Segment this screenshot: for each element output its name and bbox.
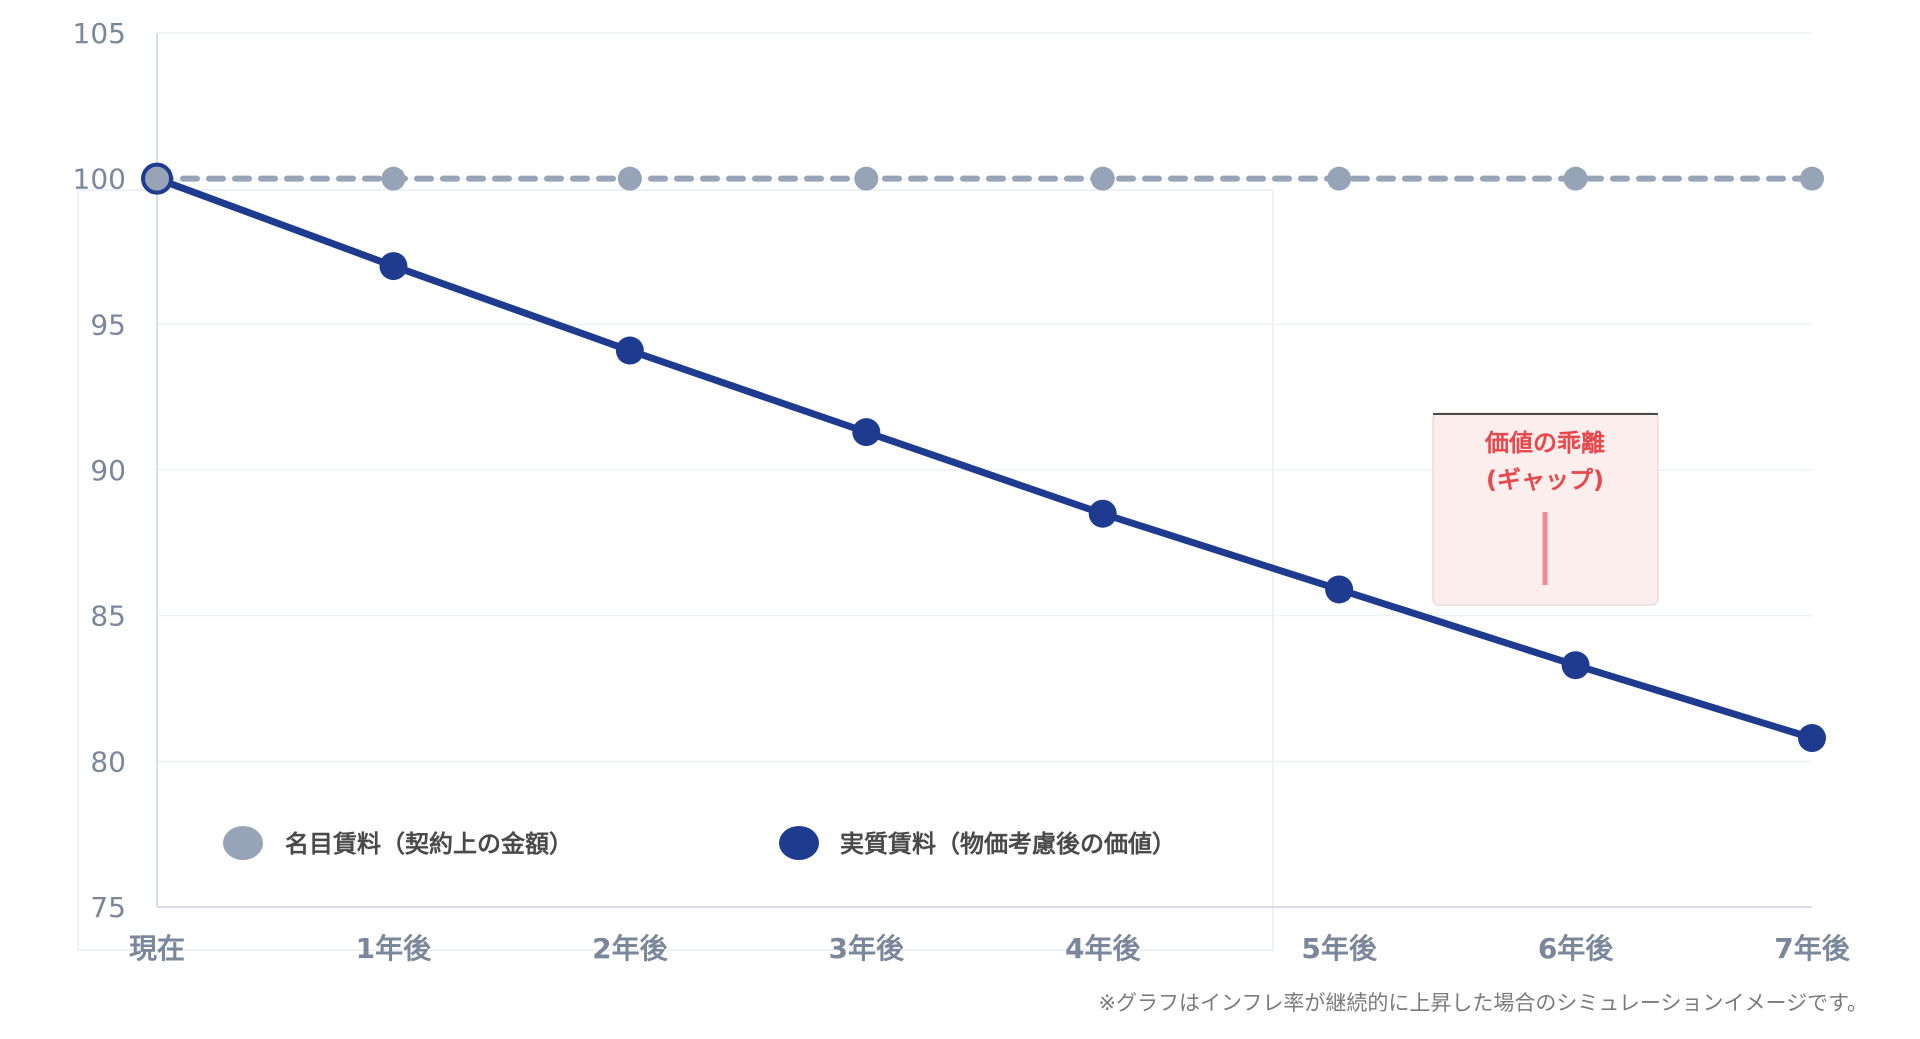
footnote: ※グラフはインフレ率が継続的に上昇した場合のシミュレーションイメージです。 xyxy=(1098,991,1868,1015)
series-1-point-1 xyxy=(379,252,408,281)
series-1-point-7 xyxy=(1798,724,1826,753)
series-1-point-3 xyxy=(852,418,881,447)
series-0-point-4 xyxy=(1090,166,1115,191)
legend-marker-nominal xyxy=(223,826,263,860)
series-lines xyxy=(153,175,1816,742)
x-tick-label-5: 5年後 xyxy=(1301,932,1377,965)
series-0-point-2 xyxy=(617,166,642,191)
x-tick-label-3: 3年後 xyxy=(829,932,905,965)
x-tick-label-1: 1年後 xyxy=(356,932,432,965)
x-tick-label-2: 2年後 xyxy=(592,932,668,965)
axes: 75 80 85 90 95 100 105 現在 1年後 2年後 3年後 4年後 5年後 6年後 7年後 xyxy=(73,17,1851,965)
legend-marker-real xyxy=(779,826,819,860)
series-line-1 xyxy=(153,175,1816,742)
x-tick-label-7: 7年後 xyxy=(1774,932,1850,965)
series-0-point-1 xyxy=(381,166,406,191)
y-tick-label-75: 75 xyxy=(90,891,126,924)
legend-label-nominal: 名目賃料（契約上の金額） xyxy=(285,830,573,858)
y-tick-label-90: 90 xyxy=(90,454,126,487)
gap-annotation: 価値の乖離 (ギャップ) xyxy=(1432,412,1659,606)
y-tick-label-100: 100 xyxy=(73,163,126,196)
series-0-point-5 xyxy=(1327,166,1352,191)
series-1-point-6 xyxy=(1561,651,1590,680)
series-0-point-7 xyxy=(1800,166,1824,191)
series-1-point-4 xyxy=(1088,499,1117,528)
series-1-point-2 xyxy=(615,336,644,365)
series-0-point-3 xyxy=(854,166,879,191)
y-tick-label-80: 80 xyxy=(90,745,126,778)
x-tick-label-0: 現在 xyxy=(129,932,185,965)
gap-annotation-line-2: (ギャップ) xyxy=(1486,466,1604,494)
legend: 名目賃料（契約上の金額） 実質賃料（物価考慮後の価値） xyxy=(223,826,1176,860)
x-tick-label-6: 6年後 xyxy=(1538,932,1614,965)
legend-label-real: 実質賃料（物価考慮後の価値） xyxy=(840,830,1176,858)
series-1-point-5 xyxy=(1325,575,1354,604)
x-tick-label-4: 4年後 xyxy=(1065,932,1141,965)
gap-annotation-line-1: 価値の乖離 xyxy=(1484,429,1605,457)
series-points xyxy=(141,162,1826,753)
y-tick-label-95: 95 xyxy=(90,308,126,341)
y-tick-label-85: 85 xyxy=(90,600,126,633)
y-tick-label-105: 105 xyxy=(73,17,126,50)
series-0-point-6 xyxy=(1563,166,1588,191)
series-1-point-0 xyxy=(141,162,173,195)
